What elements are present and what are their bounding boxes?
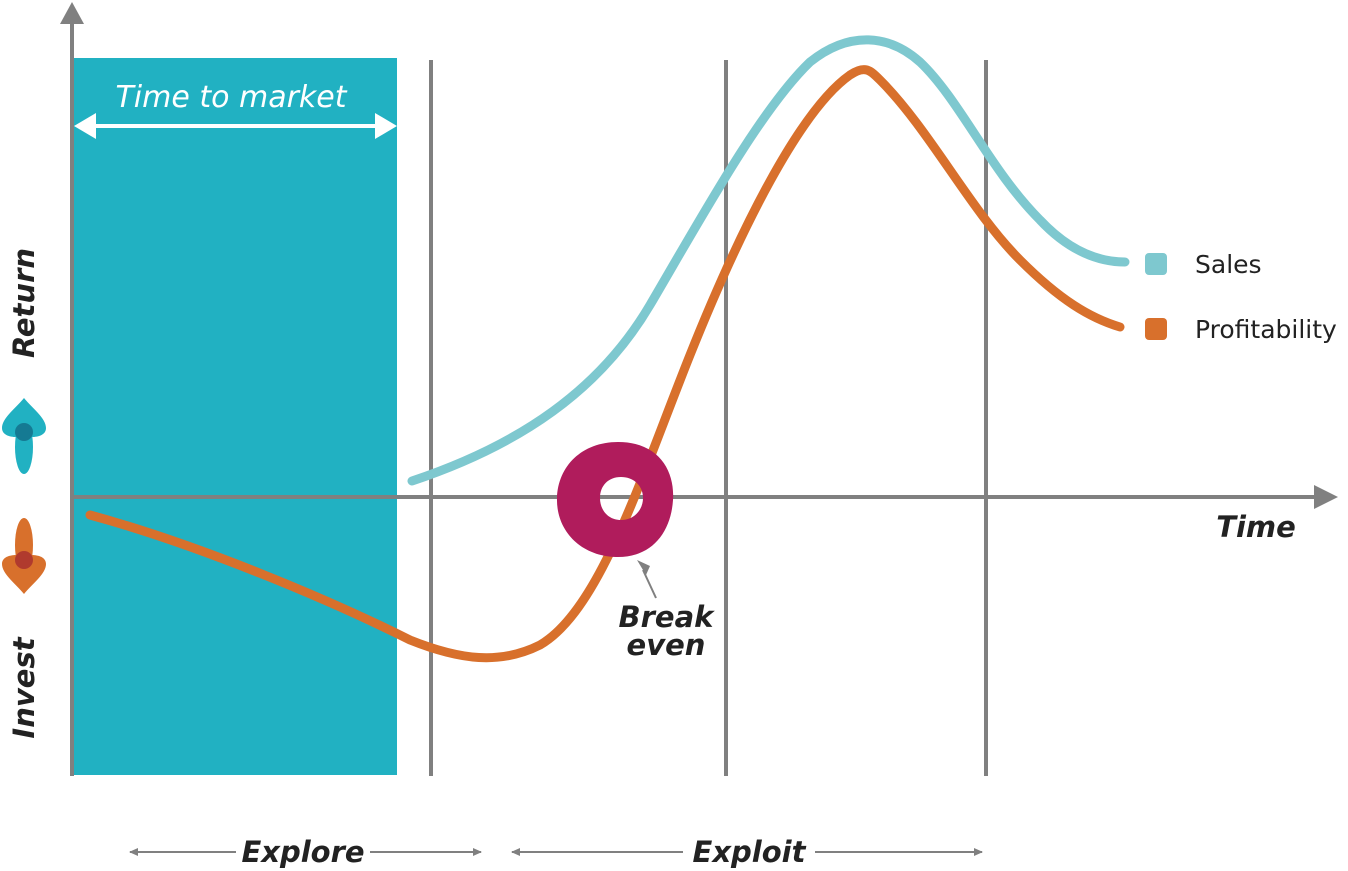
return-label: Return <box>7 248 41 358</box>
time-to-market-label: Time to market <box>115 80 347 115</box>
break-even-pointer <box>642 569 657 599</box>
y-axis-arrowhead <box>60 2 84 24</box>
sales-curve <box>407 35 1130 486</box>
legend-label-sales: Sales <box>1195 250 1262 279</box>
down-arrow-icon <box>2 518 46 594</box>
explore-label: Explore <box>241 835 364 869</box>
exploit-label: Exploit <box>693 835 807 869</box>
up-arrow-icon <box>2 398 46 474</box>
x-axis-label: Time <box>1216 510 1296 544</box>
time-to-market-arrowhead-right <box>375 113 397 139</box>
break-even-label-line2: even <box>627 628 706 662</box>
profitability-curve <box>85 65 1125 663</box>
break-even-pointer-tip <box>637 560 650 575</box>
time-to-market-arrowhead-left <box>74 113 96 139</box>
legend-swatch-sales <box>1145 253 1167 275</box>
legend-swatch-profitability <box>1145 318 1167 340</box>
legend-label-profitability: Profitability <box>1195 315 1337 344</box>
time-to-market-block <box>74 58 397 775</box>
invest-label: Invest <box>7 636 41 738</box>
ring-marker-icon <box>556 442 674 558</box>
x-axis-arrowhead <box>1314 485 1338 509</box>
break-even-label-line1: Break <box>619 600 716 634</box>
